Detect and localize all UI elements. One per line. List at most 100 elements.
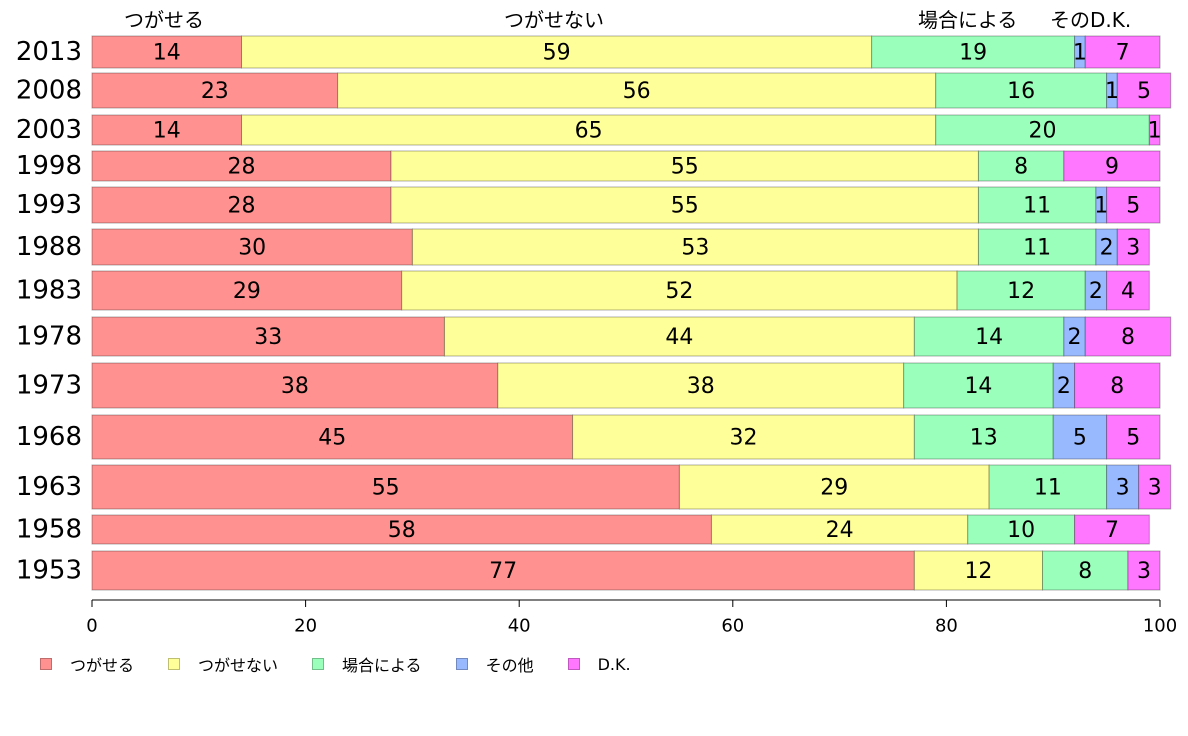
bar-segment-1978-s2 <box>913 316 1065 357</box>
data-label-1983-s0: 29 <box>233 279 261 304</box>
category-label-2003: 2003 <box>16 115 82 145</box>
bar-segment-1998-s2 <box>977 150 1065 182</box>
category-label-1983: 1983 <box>16 276 82 306</box>
legend-swatch-baai <box>312 658 325 670</box>
data-label-1968-s3: 5 <box>1073 426 1087 451</box>
data-label-1973-s4: 8 <box>1110 374 1124 399</box>
data-label-1978-s3: 2 <box>1068 325 1082 350</box>
bar-segment-1988-s1 <box>411 228 979 266</box>
data-label-1993-s3: 1 <box>1094 194 1108 219</box>
data-label-1983-s2: 12 <box>1007 279 1035 304</box>
bar-segment-1953-s4 <box>1127 550 1161 591</box>
data-label-2008-s2: 16 <box>1007 79 1035 104</box>
category-label-1953: 1953 <box>16 556 82 586</box>
data-label-1958-s0: 58 <box>388 518 416 543</box>
header-tsugasenai: つがせない <box>504 8 604 32</box>
bar-segment-1973-s1 <box>497 362 905 409</box>
bar-segment-1978-s4 <box>1084 316 1172 357</box>
data-label-2008-s4: 5 <box>1137 79 1151 104</box>
data-label-2013-s4: 7 <box>1116 41 1130 66</box>
bar-segment-2008-s1 <box>337 72 937 109</box>
data-label-1973-s0: 38 <box>281 374 309 399</box>
data-label-1963-s2: 11 <box>1034 476 1062 501</box>
legend-label-dk: D.K. <box>597 654 631 674</box>
data-label-2013-s0: 14 <box>153 41 181 66</box>
bar-segment-2003-s4 <box>1148 114 1161 146</box>
bar-segment-1998-s4 <box>1063 150 1161 182</box>
category-label-1978: 1978 <box>16 322 82 352</box>
header-sono-dk: そのD.K. <box>1050 8 1132 32</box>
legend-item-baai: 場合による <box>312 652 422 676</box>
bar-segment-2013-s2 <box>871 35 1076 69</box>
bar-segment-1973-s0 <box>91 362 499 409</box>
data-label-2003-s1: 65 <box>575 119 603 144</box>
bar-segment-1993-s4 <box>1106 186 1161 224</box>
data-label-1963-s4: 3 <box>1148 476 1162 501</box>
data-label-1958-s4: 7 <box>1105 518 1119 543</box>
data-label-1973-s1: 38 <box>687 374 715 399</box>
bar-segment-1958-s1 <box>710 514 969 545</box>
legend-swatch-tsugasenai <box>168 658 181 670</box>
legend-label-tsugasenai: つがせない <box>198 656 279 675</box>
bar-segment-1988-s4 <box>1116 228 1150 266</box>
data-label-2008-s0: 23 <box>201 79 229 104</box>
data-label-2003-s0: 14 <box>153 119 181 144</box>
bar-segment-2003-s1 <box>241 114 937 146</box>
bar-segment-1983-s4 <box>1106 270 1150 311</box>
data-label-1998-s2: 8 <box>1014 155 1028 180</box>
data-label-1978-s1: 44 <box>665 325 693 350</box>
data-label-1993-s1: 55 <box>671 194 699 219</box>
data-label-1993-s2: 11 <box>1023 194 1051 219</box>
data-label-1988-s1: 53 <box>681 236 709 261</box>
bar-segment-2013-s0 <box>91 35 243 69</box>
bar-segment-2008-s4 <box>1116 72 1172 109</box>
x-tick-label-100: 100 <box>1143 616 1177 637</box>
bar-segment-2013-s1 <box>241 35 873 69</box>
legend-item-dk: D.K. <box>567 654 631 674</box>
bar-segment-1983-s0 <box>91 270 403 311</box>
data-label-1953-s0: 77 <box>489 559 517 584</box>
x-tick-label-60: 60 <box>721 616 744 637</box>
bar-segment-1973-s4 <box>1074 362 1161 409</box>
bar-segment-1953-s0 <box>91 550 915 591</box>
bar-segment-1998-s0 <box>91 150 392 182</box>
data-label-1993-s0: 28 <box>228 194 256 219</box>
bar-segment-1998-s1 <box>390 150 979 182</box>
data-label-1963-s1: 29 <box>820 476 848 501</box>
category-label-2013: 2013 <box>16 37 82 67</box>
bar-segment-1983-s1 <box>401 270 958 311</box>
category-label-1998: 1998 <box>16 151 82 181</box>
legend-swatch-tsugaseru <box>40 658 52 670</box>
data-label-1988-s2: 11 <box>1023 236 1051 261</box>
bar-segment-1973-s2 <box>903 362 1054 409</box>
legend-label-tsugaseru: つがせる <box>70 656 135 675</box>
legend-label-baai: 場合による <box>342 656 422 675</box>
bar-segment-1968-s4 <box>1106 414 1161 460</box>
category-label-2008: 2008 <box>16 76 82 106</box>
data-label-1953-s4: 3 <box>1137 559 1151 584</box>
data-label-1978-s2: 14 <box>975 325 1003 350</box>
data-label-2003-s2: 20 <box>1029 119 1057 144</box>
x-tick-label-20: 20 <box>294 616 317 637</box>
category-label-1968: 1968 <box>16 422 82 452</box>
data-label-1988-s4: 3 <box>1126 236 1140 261</box>
data-label-2013-s2: 19 <box>959 41 987 66</box>
bar-segment-1963-s3 <box>1106 464 1140 510</box>
legend-label-other: その他 <box>485 656 534 675</box>
bar-segment-1953-s1 <box>913 550 1044 591</box>
data-label-1988-s0: 30 <box>238 236 266 261</box>
x-tick-label-40: 40 <box>508 616 531 637</box>
bar-segment-1993-s2 <box>977 186 1097 224</box>
category-label-1988: 1988 <box>16 232 82 262</box>
legend-item-tsugasenai: つがせない <box>168 652 278 676</box>
legend: つがせる つがせない 場合による その他 D.K. <box>40 652 665 676</box>
bar-segment-2008-s0 <box>91 72 339 109</box>
bar-segment-1963-s2 <box>988 464 1108 510</box>
data-label-1963-s3: 3 <box>1116 476 1130 501</box>
x-tick-label-0: 0 <box>86 616 97 637</box>
data-label-2003-s4: 1 <box>1148 119 1162 144</box>
data-label-1968-s1: 32 <box>729 426 757 451</box>
bar-segment-1968-s0 <box>91 414 574 460</box>
data-label-1998-s0: 28 <box>228 155 256 180</box>
bar-segment-2003-s2 <box>935 114 1150 146</box>
